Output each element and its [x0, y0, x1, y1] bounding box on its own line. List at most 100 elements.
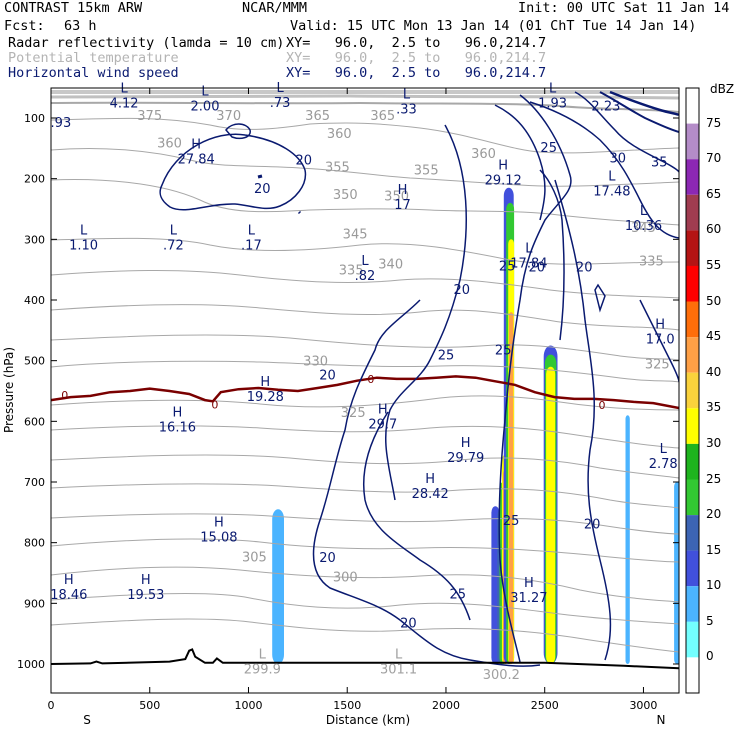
wind-tiny-dot-2	[297, 210, 302, 215]
y-tick-label: 100	[24, 112, 45, 125]
y-tick-label: 500	[24, 355, 45, 368]
extremum-marker: L	[640, 204, 648, 219]
y-tick-label: 800	[24, 537, 45, 550]
freezing-level-labels: 0 0 0 0	[61, 373, 605, 412]
wind-20-central	[384, 124, 467, 501]
colorbar-frame	[685, 87, 700, 694]
extremum-marker: H	[378, 403, 388, 418]
extremum-value: 1.10	[69, 239, 98, 254]
extremum-marker: H	[64, 573, 74, 588]
y-tick-label: 600	[24, 415, 45, 428]
theta-320	[51, 454, 679, 479]
plot-frame	[50, 87, 680, 694]
extremum-value: 4.12	[110, 97, 139, 112]
theta-contour-label: 350	[384, 190, 409, 205]
y-tick-label: 400	[24, 294, 45, 307]
endpoint-left: S	[83, 713, 91, 727]
extremum-value: 18.46	[50, 588, 87, 603]
wind-tiny-dot	[257, 174, 263, 179]
field-name-wind: Horizontal wind speed	[8, 65, 179, 81]
colorbar-level-label: 15	[706, 542, 722, 557]
colorbar-level-label: 35	[706, 400, 722, 415]
extremum-value: 17	[394, 198, 411, 213]
wind-25-lower	[362, 411, 471, 621]
extremum-value: 16.16	[159, 421, 196, 436]
extremum-marker: H	[425, 472, 435, 487]
wind-label-layer: 20 20 25 30 35 20 25 20 20 25 25 20 25 20 20 25 20	[254, 141, 668, 632]
colorbar-swatch	[686, 586, 699, 622]
reflectivity-cell	[674, 482, 679, 664]
extremum-marker: H	[191, 137, 201, 152]
colorbar-level-label: 70	[706, 151, 722, 166]
field-name-reflectivity: Radar reflectivity (lamda = 10 cm)	[8, 35, 285, 51]
wind-25-jet	[498, 94, 572, 663]
theta-contour-label: 360	[157, 136, 182, 151]
theta-325	[51, 395, 679, 411]
colorbar-level-label: 40	[706, 364, 722, 379]
extremum-marker: L	[361, 254, 369, 269]
extremum-value: 10.36	[625, 219, 662, 234]
extremum-marker: H	[141, 573, 151, 588]
init-time: Init: 00 UTC Sat 11 Jan 14	[518, 0, 730, 16]
freezing-level-line	[51, 375, 679, 410]
wind-contour-label: 25	[499, 259, 516, 274]
y-tick-label: 200	[24, 173, 45, 186]
field-xy-theta: XY= 96.0, 2.5 to 96.0,214.7	[286, 50, 547, 66]
y-tick-label: 700	[24, 476, 45, 489]
theta-360	[51, 117, 679, 154]
freezing-level-label: 0	[367, 373, 374, 386]
forecast-label: Fcst:	[4, 18, 45, 34]
extremum-value: 27.84	[178, 152, 215, 167]
y-tick-label: 300	[24, 233, 45, 246]
wind-20-lower	[312, 299, 541, 667]
extremum-marker: H	[524, 576, 534, 591]
theta-contour-label: 305	[242, 551, 267, 566]
field-name-theta: Potential temperature	[8, 50, 179, 66]
x-tick-label: 0	[48, 699, 55, 712]
reflectivity-cell	[272, 509, 284, 664]
extremum-value: 31.27	[510, 591, 547, 606]
x-tick-label: 3000	[629, 699, 657, 712]
valid-time: Valid: 15 UTC Mon 13 Jan 14 (01 ChT Tue …	[290, 18, 697, 34]
theta-contour-label: 350	[333, 188, 358, 203]
freezing-level-label: 0	[61, 389, 68, 402]
colorbar-swatch	[686, 657, 699, 693]
theta-308	[51, 566, 679, 603]
extremum-marker: H	[260, 375, 270, 390]
colorbar-swatch	[686, 621, 699, 658]
extremum-marker: H	[173, 406, 183, 421]
freezing-level-label: 0	[599, 399, 606, 412]
colorbar-level-label: 75	[706, 115, 722, 130]
extremum-marker: H	[498, 159, 508, 174]
theta-contour-label: 335	[639, 255, 664, 270]
extremum-marker: H	[214, 515, 224, 530]
colorbar-level-label: 65	[706, 186, 722, 201]
extremum-value: 2.23	[591, 100, 620, 115]
extremum-marker: L	[395, 648, 403, 663]
theta-contour-label: 330	[303, 355, 328, 370]
colorbar-swatch	[686, 88, 699, 124]
theta-345	[51, 237, 679, 265]
colorbar-swatch	[686, 265, 699, 302]
colorbar-swatch	[686, 337, 699, 373]
theta-330	[51, 360, 679, 383]
colorbar-level-label: 50	[706, 293, 722, 308]
theta-dense-band-2	[51, 94, 679, 100]
theta-contour-label: 345	[343, 227, 368, 242]
wind-contour-label: 35	[651, 156, 668, 171]
wind-small-feature	[594, 283, 606, 313]
wind-contour-label: 20	[296, 153, 313, 168]
forecast-hour: 63 h	[64, 18, 97, 34]
wind-contour-label: 20	[529, 261, 546, 276]
colorbar-swatch	[686, 123, 699, 160]
extremum-value: 19.53	[127, 588, 164, 603]
theta-contour-label: 365	[370, 109, 395, 124]
theta-contour-label: 355	[414, 164, 439, 179]
extremum-value: 2.00	[191, 100, 220, 115]
wind-20-far-right	[639, 299, 679, 383]
extremum-value: 17.0	[646, 333, 675, 348]
extremum-marker: L	[248, 224, 256, 239]
